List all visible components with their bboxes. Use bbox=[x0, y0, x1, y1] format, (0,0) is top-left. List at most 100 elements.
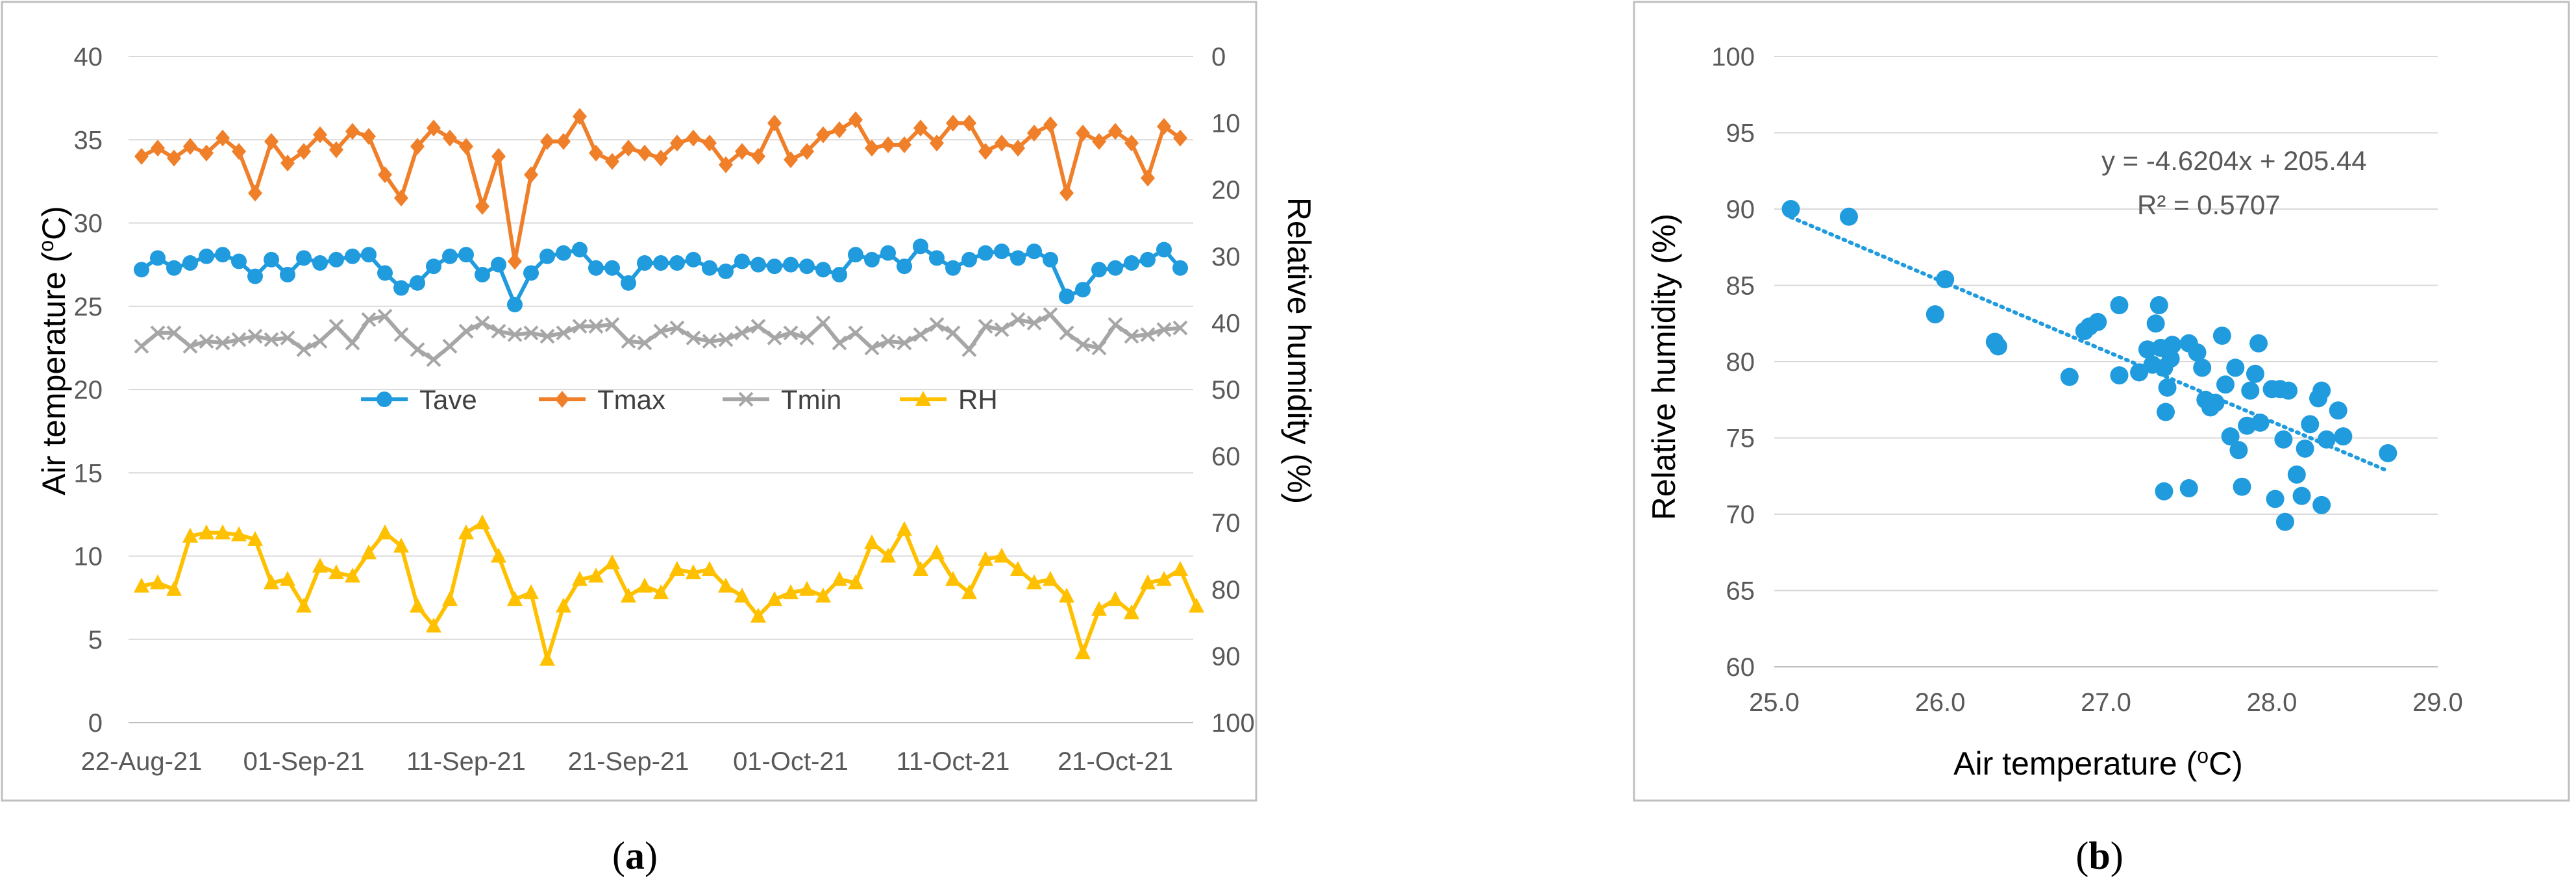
legend-marker-tmax bbox=[555, 391, 569, 408]
data-point-rh bbox=[848, 574, 863, 590]
data-point-tmin bbox=[961, 342, 977, 357]
panel-a-left-tick-label: 5 bbox=[88, 626, 103, 654]
data-point-rh bbox=[945, 571, 961, 586]
data-point-rh bbox=[1189, 597, 1204, 613]
data-point-rh bbox=[1124, 604, 1139, 619]
data-point-tave bbox=[929, 250, 945, 266]
data-point-rh bbox=[377, 524, 393, 540]
scatter-point bbox=[2163, 336, 2182, 355]
scatter-point bbox=[2226, 358, 2245, 377]
data-point-tmin bbox=[572, 319, 588, 334]
data-point-rh bbox=[264, 574, 279, 590]
data-point-tave bbox=[1091, 262, 1107, 278]
legend-label-tmax: Tmax bbox=[597, 384, 665, 415]
data-point-tave bbox=[377, 265, 393, 281]
data-point-tmax bbox=[1173, 129, 1187, 147]
data-point-tmax bbox=[1011, 140, 1025, 157]
scatter-point bbox=[1988, 337, 2007, 356]
data-point-tmax bbox=[589, 144, 603, 162]
data-point-tave bbox=[686, 251, 701, 268]
data-point-rh bbox=[1108, 591, 1123, 606]
panel-a-right-tick-label: 60 bbox=[1211, 443, 1241, 471]
scatter-point bbox=[2110, 366, 2129, 385]
data-point-tave bbox=[815, 262, 831, 278]
data-point-tave bbox=[556, 245, 571, 261]
data-point-tmax bbox=[491, 147, 506, 165]
data-point-tmin bbox=[588, 319, 604, 334]
data-point-tmax bbox=[800, 143, 814, 160]
panel-b-x-tick-labels: 25.0 26.0 27.0 28.0 29.0 bbox=[1749, 688, 2463, 717]
data-point-tmax bbox=[1059, 184, 1074, 202]
data-point-tave bbox=[848, 247, 863, 263]
panel-b-x-tick-label: 26.0 bbox=[1915, 688, 1966, 717]
data-point-tmax bbox=[1043, 116, 1058, 134]
data-point-rh bbox=[1075, 644, 1091, 660]
data-point-rh bbox=[215, 524, 230, 540]
panel-a-left-tick-label: 20 bbox=[74, 376, 103, 404]
data-point-tmax bbox=[930, 134, 944, 152]
data-point-rh bbox=[556, 597, 571, 613]
data-point-rh bbox=[393, 538, 409, 553]
data-point-tmax bbox=[605, 153, 619, 170]
data-point-tave bbox=[1059, 288, 1074, 305]
panel-a-right-tick-label: 90 bbox=[1211, 642, 1241, 671]
data-point-tave bbox=[1026, 243, 1042, 260]
data-point-rh bbox=[199, 524, 214, 540]
panel-a-left-tick-label: 10 bbox=[74, 543, 103, 571]
data-point-tmax bbox=[1092, 132, 1106, 150]
data-point-tmin bbox=[686, 330, 701, 345]
data-point-tave bbox=[734, 253, 750, 269]
panel-a-left-tick-label: 40 bbox=[74, 43, 103, 71]
data-point-rh bbox=[296, 597, 312, 613]
data-point-rh bbox=[328, 564, 344, 580]
data-point-tmax bbox=[167, 149, 181, 167]
panel-a-right-tick-label: 70 bbox=[1211, 509, 1241, 538]
data-point-rh bbox=[312, 557, 328, 573]
data-point-tmax bbox=[686, 129, 700, 147]
data-point-rh bbox=[750, 607, 766, 623]
data-point-rh bbox=[880, 547, 896, 563]
panel-b-y-tick-label: 95 bbox=[1726, 119, 1755, 148]
panel-a-right-tick-label: 80 bbox=[1211, 576, 1241, 604]
data-point-tave bbox=[523, 265, 539, 281]
data-point-tave bbox=[961, 251, 977, 268]
scatter-point bbox=[2156, 403, 2175, 421]
data-point-rh bbox=[507, 591, 523, 606]
data-point-tmin bbox=[848, 325, 863, 341]
scatter-point bbox=[2088, 312, 2107, 331]
data-point-rh bbox=[523, 584, 539, 599]
data-point-rh bbox=[799, 580, 815, 596]
data-point-tmax bbox=[280, 155, 295, 172]
panel-b-x-tick-label: 28.0 bbox=[2247, 688, 2297, 717]
data-point-tmin bbox=[978, 319, 993, 334]
scatter-point bbox=[2188, 343, 2207, 362]
scatter-point bbox=[2241, 381, 2260, 400]
data-point-rh bbox=[929, 544, 945, 560]
data-point-tmin bbox=[945, 325, 961, 341]
panel-a-ylabel: Air temperature (oC) bbox=[34, 206, 72, 495]
scatter-point bbox=[1781, 200, 1800, 218]
data-point-rh bbox=[734, 588, 750, 603]
scatter-point bbox=[2206, 393, 2225, 412]
scatter-point bbox=[2312, 495, 2331, 514]
data-point-tave bbox=[150, 250, 166, 266]
data-point-tmax bbox=[946, 114, 960, 132]
data-point-rh bbox=[1140, 574, 1156, 590]
data-point-tmax bbox=[232, 143, 246, 160]
panel-b-y-tick-label: 60 bbox=[1726, 653, 1755, 682]
data-point-rh bbox=[913, 561, 928, 577]
data-point-tmin bbox=[361, 312, 377, 327]
scatter-point bbox=[2329, 401, 2347, 420]
data-point-tmin bbox=[750, 319, 766, 334]
data-point-tmin bbox=[231, 332, 247, 347]
data-point-tmin bbox=[1026, 315, 1042, 330]
data-point-tmin bbox=[539, 329, 555, 344]
data-point-tmax bbox=[848, 111, 863, 129]
panel-b-x-tick-label: 25.0 bbox=[1749, 688, 1800, 717]
data-point-tmax bbox=[719, 156, 733, 173]
data-point-tmax bbox=[573, 108, 587, 125]
data-point-tave bbox=[1108, 260, 1123, 276]
panel-b-y-tick-label: 90 bbox=[1726, 195, 1755, 224]
data-point-tave bbox=[718, 263, 734, 279]
data-point-tmin bbox=[783, 325, 799, 341]
